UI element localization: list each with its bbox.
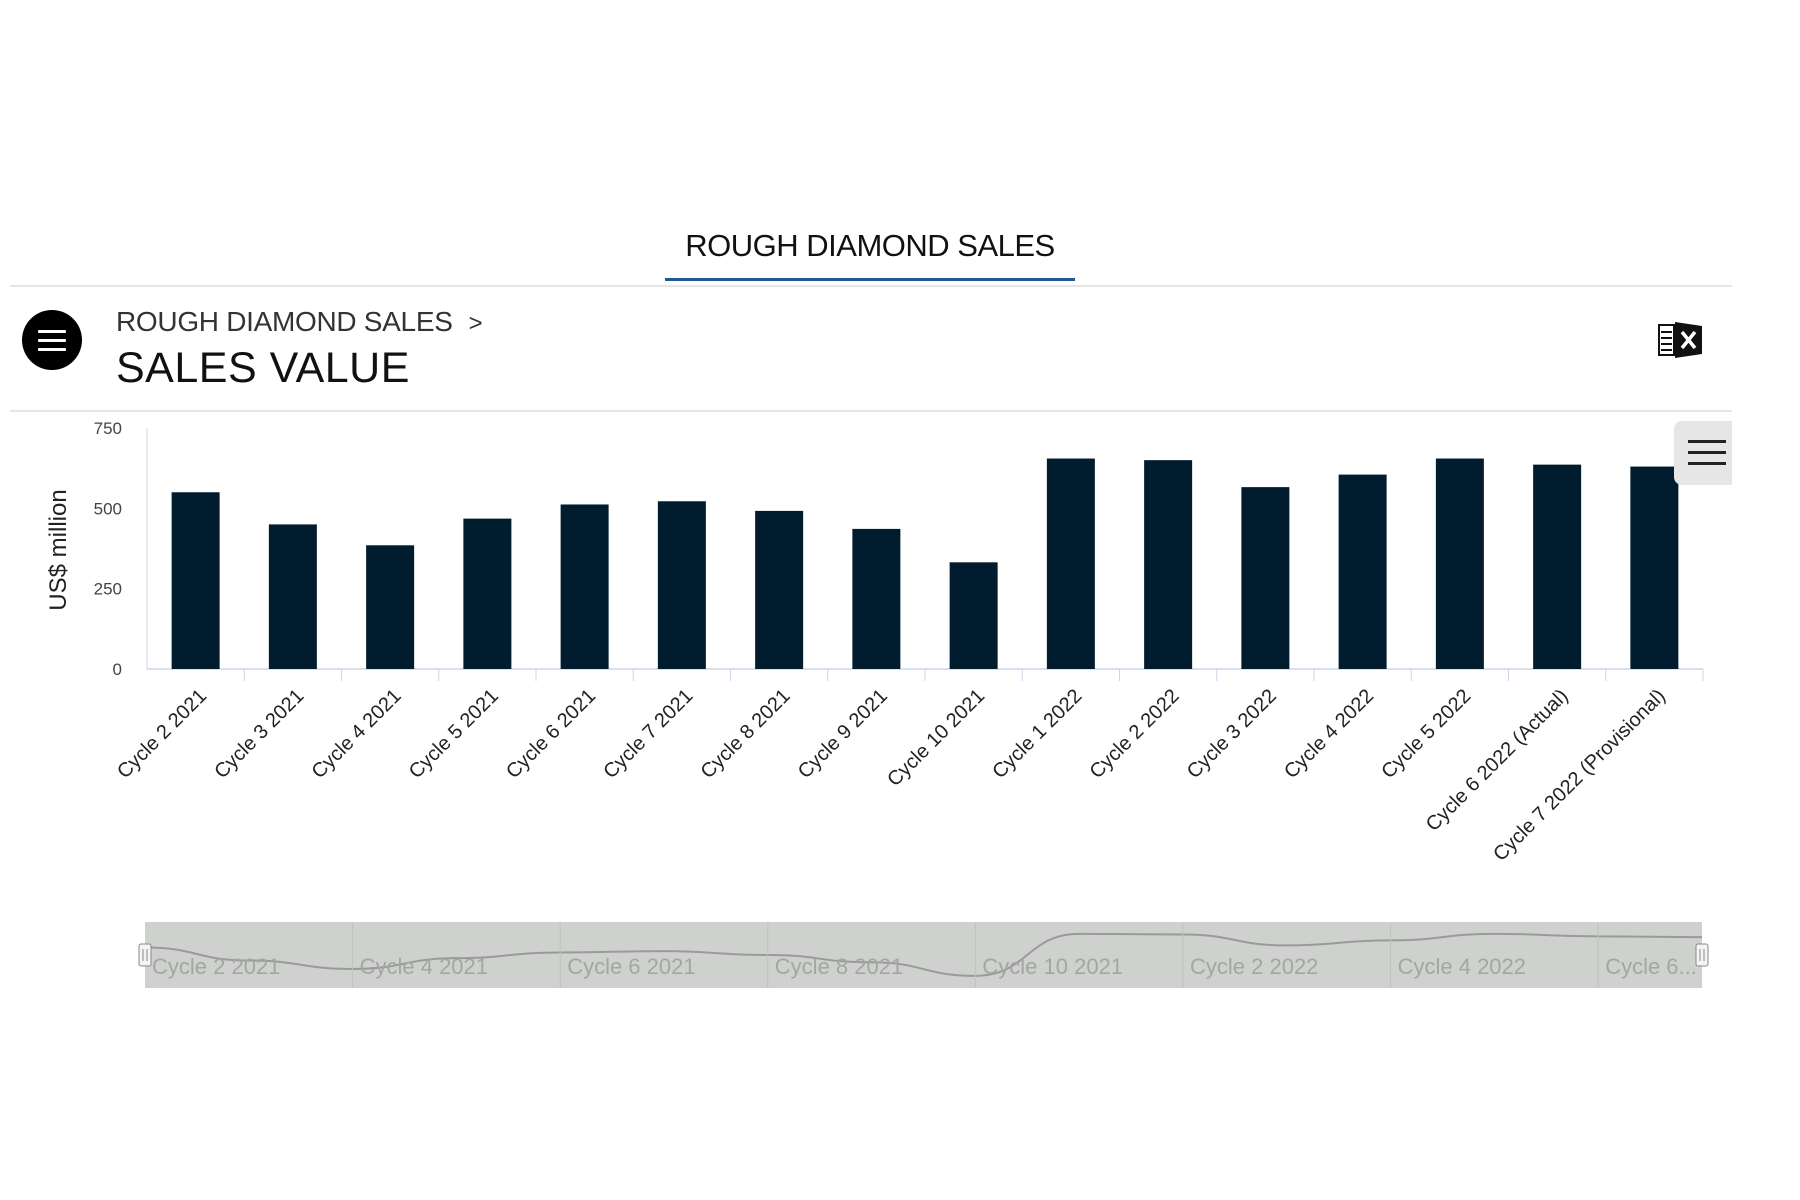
x-tick-label: Cycle 3 2022 [1183,685,1281,783]
y-tick-label: 0 [113,660,122,679]
navigator-background [145,922,1702,988]
navigator-right-handle[interactable] [1695,943,1709,967]
page-title: SALES VALUE [116,344,410,392]
bar[interactable] [657,501,706,669]
navigator-label: Cycle 10 2021 [982,954,1123,979]
bar[interactable] [852,528,901,669]
x-tick-label: Cycle 10 2021 [883,685,989,791]
hamburger-icon-line [38,339,66,342]
bar[interactable] [1241,487,1290,669]
bar[interactable] [171,492,220,669]
bar[interactable] [1435,458,1484,669]
tab-divider [10,285,1732,287]
tab-rough-diamond-sales[interactable]: ROUGH DIAMOND SALES [665,228,1075,281]
hamburger-icon [38,330,66,333]
hamburger-icon-line [38,348,66,351]
x-tick-label: Cycle 8 2021 [697,685,795,783]
navigator-label: Cycle 8 2021 [775,954,903,979]
bar-chart: Cycle 2 2021 Cycle 3 2021 Cycle 4 2021 Cycl… [45,419,1709,988]
bar[interactable] [755,510,804,669]
bar[interactable] [1046,458,1095,669]
x-tick-label: Cycle 6 2021 [502,685,600,783]
range-navigator[interactable]: Cycle 2 2021 Cycle 4 2021 Cycle 6 2021 Cycl… [138,922,1709,988]
chart-context-menu-button[interactable] [1674,421,1732,485]
hamburger-icon-line [1688,451,1726,454]
breadcrumb-link[interactable]: ROUGH DIAMOND SALES [116,306,453,337]
x-tick-label: Cycle 9 2021 [794,685,892,783]
x-tick-label: Cycle 4 2021 [308,685,406,783]
navigator-label: Cycle 4 2021 [360,954,488,979]
bar[interactable] [1630,466,1679,669]
bar[interactable] [1338,474,1387,669]
breadcrumb[interactable]: ROUGH DIAMOND SALES > [116,306,483,338]
header-divider [10,410,1732,412]
bar[interactable] [366,545,415,669]
bar[interactable] [1533,464,1582,669]
y-tick-label: 250 [94,580,122,599]
navigator-label: Cycle 2 2022 [1190,954,1318,979]
navigator-left-handle[interactable] [138,943,152,967]
x-tick-label: Cycle 5 2021 [405,685,503,783]
x-tick-label: Cycle 5 2022 [1377,685,1475,783]
bar[interactable] [560,504,609,669]
x-tick-label: Cycle 2 2021 [113,685,211,783]
hamburger-icon [1688,440,1726,443]
bar[interactable] [268,524,317,669]
x-tick-label: Cycle 4 2022 [1280,685,1378,783]
x-tick-label: Cycle 3 2021 [210,685,308,783]
x-tick-label: Cycle 1 2022 [988,685,1086,783]
hamburger-icon-line [1688,462,1726,465]
bar[interactable] [463,518,512,669]
y-tick-label: 750 [94,419,122,438]
y-axis-label: US$ million [45,489,72,610]
x-tick-label: Cycle 7 2022 (Provisional) [1489,685,1670,866]
y-tick-label: 500 [94,499,122,518]
navigator-series-line [144,932,1703,977]
bar[interactable] [1144,460,1193,669]
navigator-label: Cycle 2 2021 [152,954,280,979]
menu-button[interactable] [22,310,82,370]
navigator-label: Cycle 6 2021 [567,954,695,979]
navigator-label: Cycle 4 2022 [1398,954,1526,979]
breadcrumb-separator: > [468,310,483,337]
bar[interactable] [949,562,998,669]
x-tick-label: Cycle 2 2022 [1086,685,1184,783]
x-tick-label: Cycle 7 2021 [599,685,697,783]
excel-export-icon[interactable] [1658,320,1704,360]
navigator-label: Cycle 6... [1605,954,1697,979]
